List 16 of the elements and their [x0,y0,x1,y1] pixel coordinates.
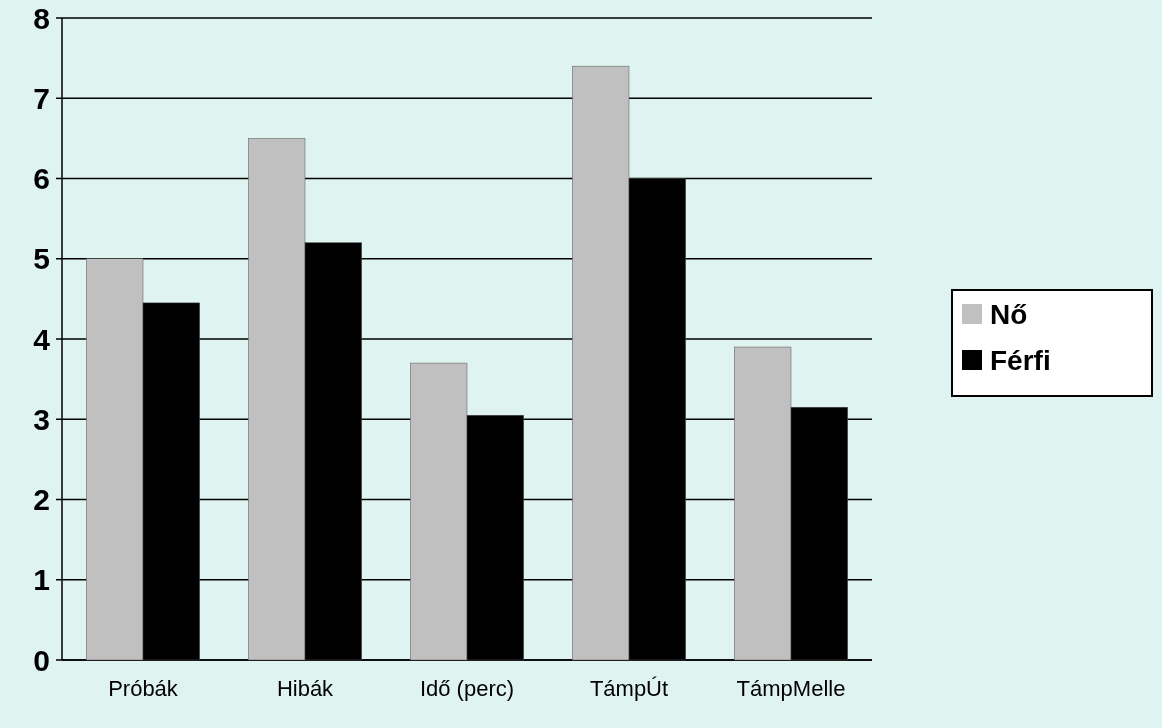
x-tick-label: TámpÚt [589,676,669,701]
y-tick-label: 4 [33,322,51,356]
y-tick-label: 5 [33,242,50,276]
x-tick-label: TámpMelle [736,676,846,701]
y-tick-label: 6 [33,162,50,195]
y-tick-label: 7 [33,81,50,115]
x-tick-label: Hibák [276,676,335,701]
y-tick-label: 2 [33,483,50,516]
legend-label: Nő [990,298,1028,330]
x-tick-label: Próbák [108,676,179,701]
y-tick-label: 1 [33,563,50,597]
legend-label: Férfi [990,344,1051,376]
y-tick-label: 8 [33,1,50,35]
x-tick-label: Idő (perc) [419,676,515,701]
y-tick-label: 0 [33,643,50,677]
y-tick-label: 3 [33,402,50,436]
